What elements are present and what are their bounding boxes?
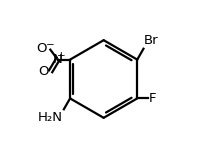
Text: N: N (53, 53, 63, 66)
Text: H₂N: H₂N (38, 111, 63, 124)
Text: −: − (46, 40, 54, 50)
Text: Br: Br (144, 34, 159, 48)
Text: O: O (38, 65, 49, 78)
Text: +: + (57, 51, 65, 61)
Text: O: O (37, 42, 47, 55)
Text: F: F (149, 92, 157, 105)
